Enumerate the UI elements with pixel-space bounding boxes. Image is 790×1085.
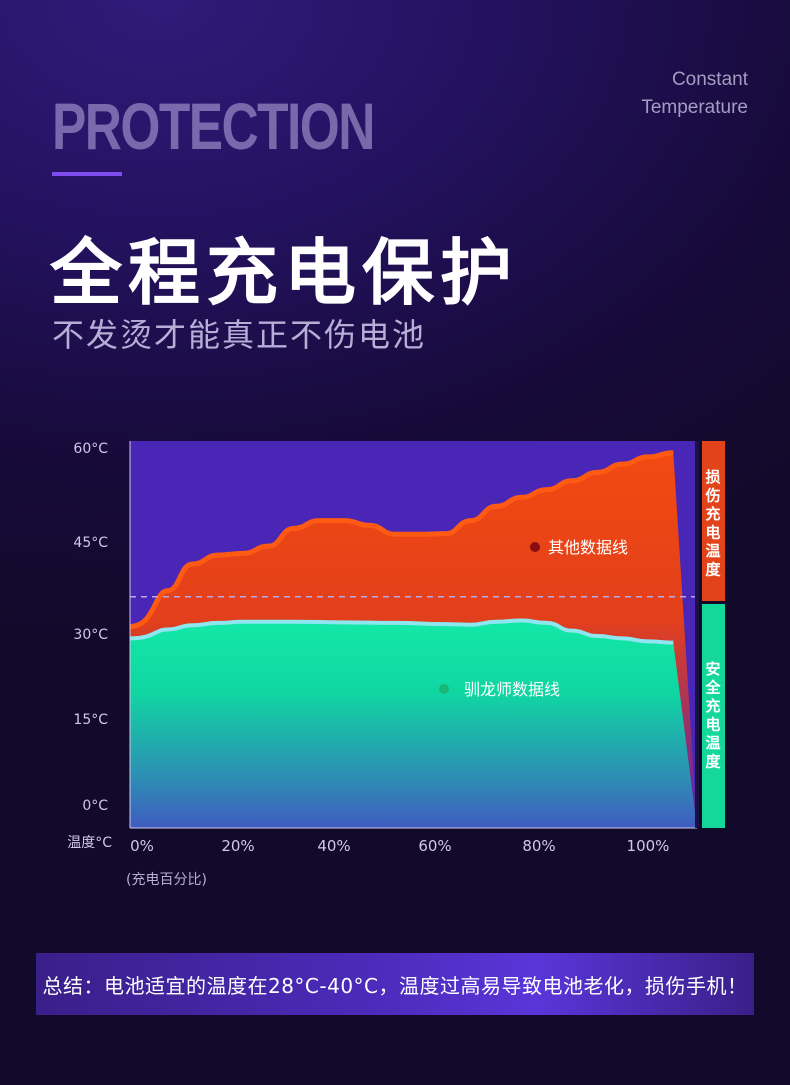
zone-bar-safe: [702, 604, 725, 828]
series-safe-label: 驯龙师数据线: [464, 680, 560, 699]
zone-bar-damage: [702, 441, 725, 601]
zone-label-damage-char: 损: [705, 468, 720, 486]
y-tick-label: 60°C: [73, 441, 108, 457]
x-tick-label: 60%: [418, 837, 451, 855]
zone-label-damage-char: 温: [705, 542, 720, 560]
series-safe-area: [130, 620, 697, 828]
series-other-line: [129, 450, 674, 629]
zone-label-safe-char: 度: [705, 753, 721, 771]
x-tick-label: 20%: [221, 837, 254, 855]
x-tick-label: 100%: [627, 837, 670, 855]
corner-tag-line-2: Temperature: [641, 97, 748, 118]
zone-label-damage-char: 充: [705, 505, 720, 523]
series-safe-marker: [439, 684, 449, 694]
series-other-marker: [530, 542, 540, 552]
x-axis-label: (充电百分比): [126, 872, 207, 888]
y-tick-label: 15°C: [73, 712, 108, 728]
summary-text: 总结：电池适宜的温度在28°C-40°C，温度过高易导致电池老化，损伤手机！: [42, 973, 748, 998]
corner-tag-line-1: Constant: [671, 69, 748, 90]
y-tick-label: 30°C: [73, 627, 108, 643]
zone-label-safe-char: 充: [705, 697, 720, 715]
series-safe-line: [129, 618, 674, 645]
zone-label-safe-char: 电: [705, 716, 720, 734]
series-other-label: 其他数据线: [548, 538, 628, 557]
zone-label-damage-char: 伤: [704, 487, 720, 505]
zone-label-damage-char: 电: [705, 524, 720, 542]
hero-underline: [52, 172, 122, 176]
zone-label-safe-char: 温: [705, 734, 720, 752]
page-subtitle: 不发烫才能真正不伤电池: [52, 316, 427, 354]
zone-label-safe-char: 全: [704, 679, 721, 697]
zone-label-damage-char: 度: [705, 561, 721, 579]
corner-tag: Constant Temperature: [641, 66, 748, 122]
page-title: 全程充电保护: [50, 231, 519, 315]
y-tick-label: 45°C: [73, 535, 108, 551]
x-tick-label: 40%: [317, 837, 350, 855]
y-tick-label: 0°C: [82, 798, 108, 814]
hero-watermark: PROTECTION: [52, 89, 375, 163]
summary-bar: 总结：电池适宜的温度在28°C-40°C，温度过高易导致电池老化，损伤手机！: [36, 953, 754, 1015]
x-tick-label: 0%: [130, 837, 154, 855]
x-tick-label: 80%: [522, 837, 555, 855]
zone-label-safe-char: 安: [705, 660, 720, 678]
y-axis-label: 温度°C: [67, 835, 112, 851]
